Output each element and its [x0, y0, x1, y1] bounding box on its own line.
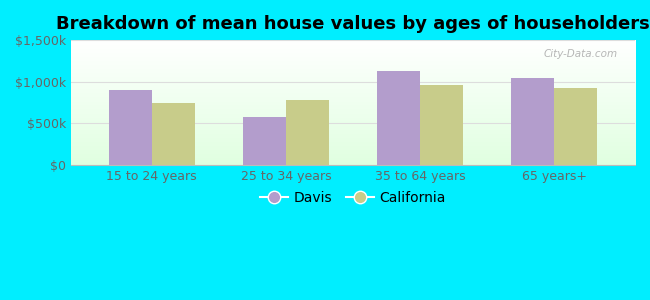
Bar — [243, 117, 286, 165]
Bar — [377, 71, 420, 165]
Bar — [512, 78, 554, 165]
Bar — [151, 103, 194, 165]
Text: City-Data.com: City-Data.com — [544, 49, 618, 59]
Bar — [286, 100, 329, 165]
Bar — [420, 85, 463, 165]
Title: Breakdown of mean house values by ages of householders: Breakdown of mean house values by ages o… — [56, 15, 650, 33]
Bar — [554, 88, 597, 165]
Legend: Davis, California: Davis, California — [255, 185, 451, 210]
Bar — [109, 90, 151, 165]
